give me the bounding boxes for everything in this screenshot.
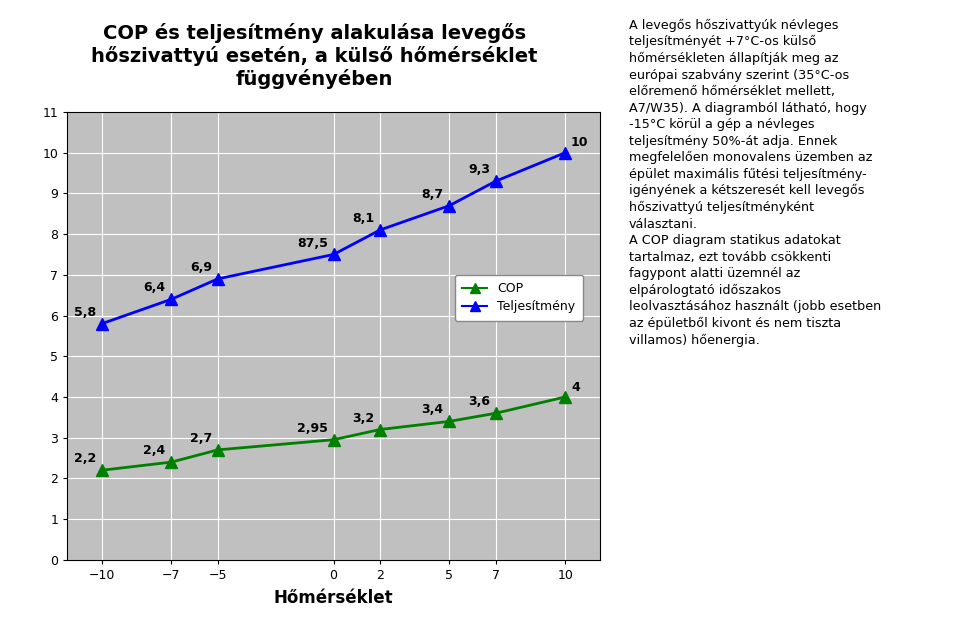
Text: 4: 4 <box>571 381 580 394</box>
Text: 3,4: 3,4 <box>421 404 444 417</box>
Text: 2,2: 2,2 <box>74 452 96 465</box>
Text: 6,4: 6,4 <box>144 281 166 294</box>
Text: 2,4: 2,4 <box>143 444 166 457</box>
Text: 8,7: 8,7 <box>421 188 444 201</box>
Text: 2,95: 2,95 <box>297 422 327 435</box>
Text: 8,1: 8,1 <box>352 212 374 225</box>
Text: 3,6: 3,6 <box>468 396 490 409</box>
Text: 9,3: 9,3 <box>468 164 490 176</box>
Text: 2,7: 2,7 <box>190 432 212 445</box>
Text: 5,8: 5,8 <box>74 306 96 319</box>
Text: 6,9: 6,9 <box>190 261 212 274</box>
Text: 10: 10 <box>571 136 588 149</box>
Text: 87,5: 87,5 <box>297 236 327 249</box>
X-axis label: Hőmérséklet: Hőmérséklet <box>274 589 394 607</box>
Text: COP és teljesítmény alakulása levegős
hőszivattyú esetén, a külső hőmérséklet
fü: COP és teljesítmény alakulása levegős hő… <box>91 23 538 89</box>
Text: A levegős hőszivattyúk névleges
teljesítményét +7°C-os külső
hőmérsékleten állap: A levegős hőszivattyúk névleges teljesít… <box>629 19 881 347</box>
Legend: COP, Teljesítmény: COP, Teljesítmény <box>455 275 583 321</box>
Text: 3,2: 3,2 <box>352 412 374 425</box>
